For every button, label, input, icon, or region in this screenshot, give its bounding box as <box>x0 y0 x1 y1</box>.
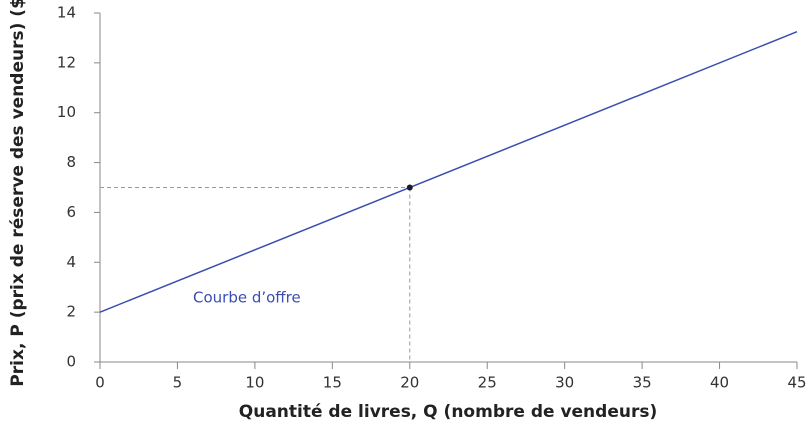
y-tick-label: 14 <box>57 4 76 22</box>
x-tick-label: 45 <box>787 374 806 392</box>
supply-line <box>99 31 798 313</box>
y-tick-label: 2 <box>66 303 76 321</box>
y-tick-label: 6 <box>66 203 76 221</box>
annotation: Courbe d’offre <box>193 289 301 307</box>
y-axis-title: Prix, P (prix de réserve des vendeurs) (… <box>8 0 28 387</box>
y-tick-label: 4 <box>66 253 76 271</box>
x-tick-label: 0 <box>95 374 105 392</box>
x-tick-label: 5 <box>173 374 183 392</box>
x-tick-label: 40 <box>710 374 729 392</box>
y-tick-label: 12 <box>57 53 76 71</box>
y-tick-label: 8 <box>66 153 76 171</box>
x-axis-title: Quantité de livres, Q (nombre de vendeur… <box>239 402 657 422</box>
x-tick-label: 25 <box>478 374 497 392</box>
x-tick-label: 35 <box>633 374 652 392</box>
x-tick-label: 10 <box>245 374 264 392</box>
x-tick-label: 30 <box>555 374 574 392</box>
x-tick-label: 20 <box>400 374 419 392</box>
y-tick-label: 0 <box>66 353 76 371</box>
x-tick-label: 15 <box>323 374 342 392</box>
y-tick-label: 10 <box>57 103 76 121</box>
point <box>406 184 413 191</box>
